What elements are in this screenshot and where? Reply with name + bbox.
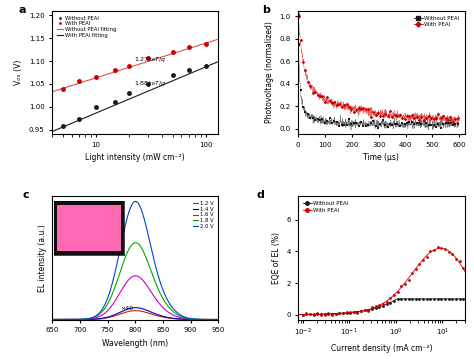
1.2 V <box>147 312 153 316</box>
1.2 V <box>92 317 98 321</box>
2.0 V <box>133 199 138 204</box>
2.0 V <box>92 314 98 318</box>
Text: ×40: ×40 <box>120 306 134 311</box>
1.4 V <box>49 317 55 322</box>
1.8 V <box>175 313 181 317</box>
1.4 V <box>147 309 153 314</box>
1.6 V <box>125 279 130 283</box>
1.2 V <box>175 317 181 321</box>
1.8 V <box>133 241 138 245</box>
X-axis label: Current density (mA cm⁻²): Current density (mA cm⁻²) <box>330 344 432 353</box>
1.6 V <box>92 316 98 320</box>
Line: 1.8 V: 1.8 V <box>52 243 219 320</box>
1.2 V <box>133 308 138 313</box>
Legend: Without PEAI, With PEAI: Without PEAI, With PEAI <box>412 14 462 30</box>
1.6 V <box>49 317 55 322</box>
2.0 V <box>125 215 130 219</box>
Line: 2.0 V: 2.0 V <box>52 201 219 320</box>
Line: 1.2 V: 1.2 V <box>52 311 219 320</box>
Text: b: b <box>262 5 270 15</box>
2.0 V <box>49 317 55 322</box>
2.0 V <box>175 311 181 315</box>
1.6 V <box>79 317 84 322</box>
2.0 V <box>147 242 153 247</box>
1.8 V <box>125 250 130 255</box>
X-axis label: Light intensity (mW cm⁻²): Light intensity (mW cm⁻²) <box>85 153 185 163</box>
1.8 V <box>161 297 166 302</box>
2.0 V <box>79 317 84 321</box>
Legend: Without PEAI, With PEAI: Without PEAI, With PEAI <box>301 199 351 215</box>
1.2 V <box>49 317 55 322</box>
2.0 V <box>161 289 166 293</box>
1.6 V <box>175 314 181 319</box>
Y-axis label: EQE of EL (%): EQE of EL (%) <box>272 232 281 284</box>
1.8 V <box>216 317 221 322</box>
Text: d: d <box>256 190 264 200</box>
1.4 V <box>133 306 138 310</box>
Text: c: c <box>22 190 29 200</box>
Y-axis label: EL intensity (a.u.): EL intensity (a.u.) <box>37 224 46 292</box>
Line: 1.4 V: 1.4 V <box>52 308 219 320</box>
Y-axis label: Vₒₓ (V): Vₒₓ (V) <box>14 60 23 85</box>
Text: a: a <box>19 5 27 15</box>
1.4 V <box>161 314 166 318</box>
1.8 V <box>92 315 98 319</box>
Legend: Without PEAI, With PEAI, Without PEAI fitting, With PEAI fitting: Without PEAI, With PEAI, Without PEAI fi… <box>55 13 118 40</box>
2.0 V <box>216 317 221 322</box>
1.4 V <box>79 317 84 322</box>
1.8 V <box>49 317 55 322</box>
1.2 V <box>125 309 130 314</box>
1.4 V <box>216 317 221 322</box>
1.8 V <box>79 317 84 321</box>
1.8 V <box>147 267 153 271</box>
X-axis label: Time (μs): Time (μs) <box>364 153 399 163</box>
Text: 1.27$k_B$$T/q$: 1.27$k_B$$T/q$ <box>134 55 165 64</box>
X-axis label: Wavelength (nm): Wavelength (nm) <box>102 339 168 348</box>
1.6 V <box>133 274 138 278</box>
1.4 V <box>125 307 130 311</box>
1.4 V <box>175 317 181 321</box>
Legend: 1.2 V, 1.4 V, 1.6 V, 1.8 V, 2.0 V: 1.2 V, 1.4 V, 1.6 V, 1.8 V, 2.0 V <box>191 199 216 231</box>
1.6 V <box>161 306 166 310</box>
Y-axis label: Photovoltage (normalized): Photovoltage (normalized) <box>265 22 274 123</box>
1.2 V <box>216 317 221 322</box>
1.6 V <box>216 317 221 322</box>
1.6 V <box>147 289 153 293</box>
1.2 V <box>161 315 166 320</box>
1.4 V <box>92 317 98 321</box>
Line: 1.6 V: 1.6 V <box>52 276 219 320</box>
Text: 1.88$k_B$$T/q$: 1.88$k_B$$T/q$ <box>134 79 166 88</box>
1.2 V <box>79 317 84 322</box>
